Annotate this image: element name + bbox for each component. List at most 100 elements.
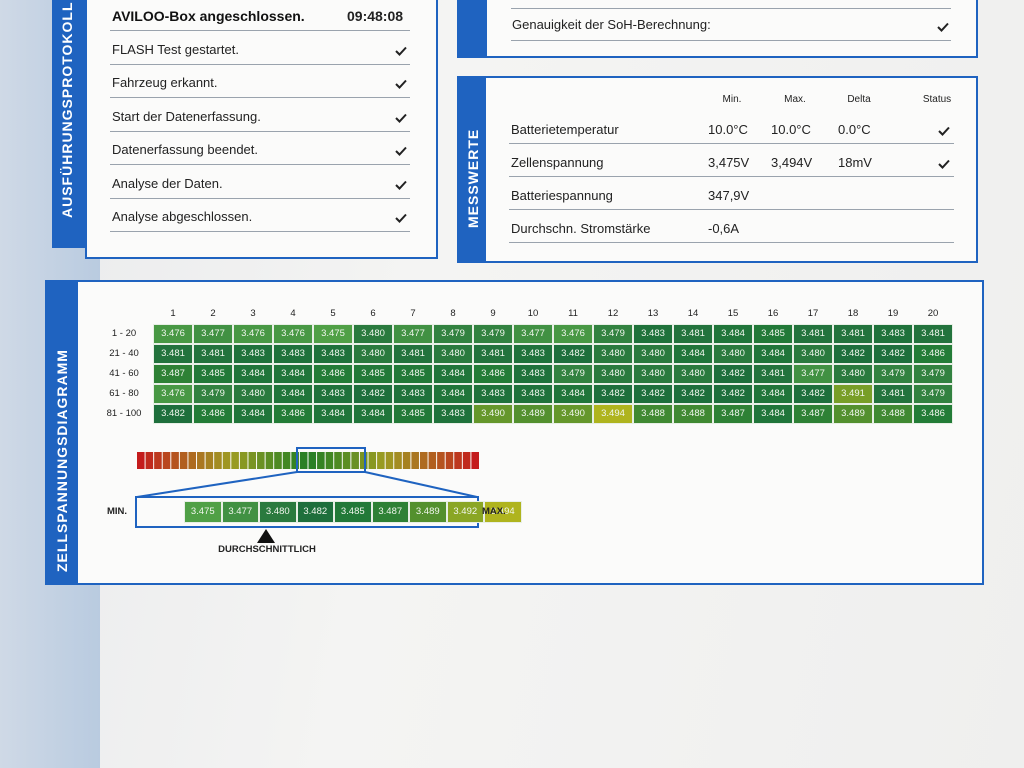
column-number: 9	[490, 308, 496, 319]
measurements-title: MESSWERTE	[465, 128, 481, 228]
scale-segment	[325, 452, 334, 469]
column-number: 12	[607, 308, 619, 319]
voltage-cell: 3.481	[673, 324, 713, 344]
measurement-value: 0.0°C	[838, 122, 871, 137]
scale-segment	[445, 452, 454, 469]
voltage-cell: 3.484	[233, 404, 273, 424]
voltage-cell: 3.482	[833, 344, 873, 364]
scale-segment	[462, 452, 471, 469]
cell-voltage-panel: ZELLSPANNUNGSDIAGRAMM 1 2 3 4 5 6 7 8 9 10 11 12 13 1…	[45, 280, 984, 585]
scale-cell: 3.494	[484, 501, 522, 523]
voltage-cell: 3.483	[393, 384, 433, 404]
voltage-cell: 3.480	[593, 344, 633, 364]
scale-segment	[179, 452, 188, 469]
row-label: 21 - 40	[109, 348, 139, 359]
voltage-cell: 3.484	[353, 404, 393, 424]
column-number: 3	[250, 308, 256, 319]
voltage-cell: 3.477	[513, 324, 553, 344]
scale-segment	[308, 452, 317, 469]
column-header: Delta	[847, 94, 871, 105]
voltage-cell: 3.482	[593, 384, 633, 404]
row-rule	[509, 209, 954, 210]
voltage-cell: 3.480	[633, 364, 673, 384]
voltage-cell: 3.487	[153, 364, 193, 384]
measurement-value: 347,9V	[708, 188, 750, 203]
voltage-cell: 3.487	[793, 404, 833, 424]
voltage-cell: 3.482	[713, 364, 753, 384]
column-number: 15	[727, 308, 739, 319]
scale-segment	[471, 452, 479, 469]
soh-panel: Genauigkeit der SoH-Berechnung:	[457, 0, 978, 58]
check-icon	[395, 79, 407, 89]
voltage-cell: 3.477	[393, 324, 433, 344]
scale-cell: 3.489	[409, 501, 447, 523]
voltage-cell: 3.488	[673, 404, 713, 424]
scale-segment	[197, 452, 205, 469]
voltage-cell: 3.481	[393, 344, 433, 364]
scale-segment	[137, 452, 145, 469]
voltage-cell: 3.480	[433, 344, 473, 364]
voltage-cell: 3.481	[193, 344, 233, 364]
scale-segment	[248, 452, 257, 469]
column-number: 4	[290, 308, 296, 319]
scale-segment	[377, 452, 385, 469]
column-number: 5	[330, 308, 336, 319]
scale-segment	[162, 452, 171, 469]
voltage-cell: 3.483	[233, 344, 273, 364]
column-number: 18	[847, 308, 859, 319]
voltage-cell: 3.482	[793, 384, 833, 404]
voltage-cell: 3.479	[433, 324, 473, 344]
voltage-cell: 3.483	[873, 324, 913, 344]
row-rule	[110, 231, 410, 232]
scale-segment	[428, 452, 437, 469]
voltage-cell: 3.477	[193, 324, 233, 344]
voltage-cell: 3.477	[793, 364, 833, 384]
voltage-cell: 3.491	[833, 384, 873, 404]
scale-segment	[154, 452, 162, 469]
scale-segment	[265, 452, 274, 469]
scale-cell: 3.482	[296, 501, 334, 523]
soh-tab	[459, 0, 487, 56]
voltage-cell: 3.484	[273, 384, 313, 404]
row-label: 1 - 20	[111, 328, 137, 339]
scale-segment	[385, 452, 394, 469]
scale-cell: 3.480	[259, 501, 297, 523]
scale-segment	[239, 452, 248, 469]
voltage-cell: 3.476	[153, 324, 193, 344]
row-rule	[110, 197, 410, 199]
check-icon	[395, 180, 407, 190]
protocol-step: Start der Datenerfassung.	[112, 108, 261, 124]
scale-segment	[419, 452, 428, 469]
scale-segment	[214, 452, 222, 469]
scale-highlight	[296, 447, 366, 473]
voltage-cell: 3.482	[873, 344, 913, 364]
column-number: 1	[170, 308, 176, 319]
row-rule	[509, 242, 954, 243]
column-number: 7	[410, 308, 416, 319]
voltage-cell: 3.481	[153, 344, 193, 364]
row-rule	[110, 30, 410, 31]
row-rule	[110, 164, 410, 165]
voltage-cell: 3.485	[393, 364, 433, 384]
scale-segment	[411, 452, 419, 469]
column-number: 19	[887, 308, 899, 319]
voltage-cell: 3.479	[873, 364, 913, 384]
voltage-cell: 3.483	[433, 404, 473, 424]
voltage-cell: 3.490	[473, 404, 513, 424]
column-number: 20	[927, 308, 939, 319]
measurement-label: Batterietemperatur	[511, 122, 619, 137]
voltage-cell: 3.490	[553, 404, 593, 424]
protocol-panel: AVILOO-Box angeschlossen. 09:48:08 FLASH T…	[85, 0, 438, 259]
scale-segment	[188, 452, 197, 469]
voltage-cell: 3.481	[753, 364, 793, 384]
voltage-cell: 3.481	[873, 384, 913, 404]
voltage-cell: 3.494	[593, 404, 633, 424]
column-number: 2	[210, 308, 216, 319]
protocol-step: FLASH Test gestartet.	[112, 41, 239, 57]
voltage-cell: 3.482	[713, 384, 753, 404]
column-header: Max.	[784, 94, 806, 105]
voltage-cell: 3.484	[433, 364, 473, 384]
voltage-cell: 3.482	[153, 404, 193, 424]
measurement-value: 3,494V	[771, 155, 813, 170]
